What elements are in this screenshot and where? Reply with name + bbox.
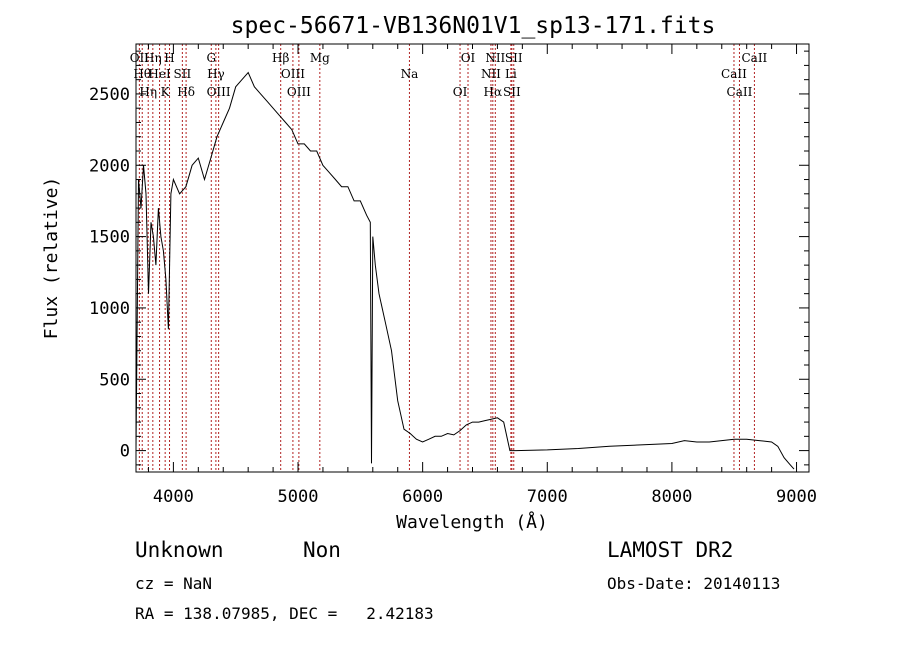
line-label: G	[206, 51, 216, 65]
line-label: HeI	[148, 67, 171, 81]
line-label: Na	[401, 67, 419, 81]
y-tick-label: 2500	[89, 85, 130, 105]
x-tick-label: 5000	[278, 487, 319, 507]
line-label: OIII	[287, 85, 311, 99]
line-label: OI	[461, 51, 476, 65]
spectrum-line	[135, 71, 795, 470]
x-tick-label: 7000	[527, 487, 568, 507]
line-label: NII	[481, 67, 501, 81]
x-tick-label: 8000	[651, 487, 692, 507]
line-label: Hη	[144, 51, 162, 65]
x-axis-label: Wavelength (Å)	[396, 511, 548, 533]
y-tick-label: 0	[120, 442, 130, 462]
y-tick-label: 1000	[89, 299, 130, 319]
line-label: SII	[503, 85, 521, 99]
line-label: SII	[505, 51, 523, 65]
object-subclass: Non	[303, 538, 341, 562]
coordinates: RA = 138.07985, DEC = 2.42183	[135, 604, 434, 623]
line-label: CaII	[727, 85, 753, 99]
emission-line-markers	[138, 44, 755, 472]
x-tick-label: 4000	[153, 487, 194, 507]
y-axis: 0 500 1000 1500 2000 2500	[89, 50, 809, 466]
plot-frame	[135, 43, 810, 473]
observation-date: Obs-Date: 20140113	[607, 574, 781, 593]
redshift-cz: cz = NaN	[135, 574, 213, 593]
line-label: Hδ	[177, 85, 195, 99]
line-label: OIII	[281, 67, 305, 81]
object-class: Unknown	[135, 538, 224, 562]
y-tick-label: 1500	[89, 228, 130, 248]
line-label: H	[164, 51, 174, 65]
line-label: NII	[485, 51, 505, 65]
x-axis: 4000 5000 6000 7000 8000 9000	[147, 44, 817, 507]
line-label: OIII	[207, 85, 231, 99]
line-label: OII	[130, 51, 150, 65]
line-label: Hη	[139, 85, 157, 99]
line-label: Hγ	[207, 67, 225, 81]
x-tick-label: 9000	[776, 487, 817, 507]
line-label: OI	[453, 85, 468, 99]
line-label: SII	[174, 67, 192, 81]
line-label: Mg	[310, 51, 330, 65]
chart-title: spec-56671-VB136N01V1_sp13-171.fits	[231, 13, 716, 39]
line-label: Hβ	[272, 51, 289, 65]
y-axis-label: Flux (relative)	[41, 177, 62, 340]
survey-name: LAMOST DR2	[607, 538, 734, 562]
line-label: CaII	[741, 51, 767, 65]
line-label: Hθ	[133, 67, 151, 81]
line-label: K	[161, 85, 171, 99]
x-tick-label: 6000	[402, 487, 443, 507]
y-tick-label: 500	[99, 370, 130, 390]
line-label: CaII	[721, 67, 747, 81]
line-label: Li	[505, 67, 517, 81]
y-tick-label: 2000	[89, 156, 130, 176]
emission-line-labels: OIIHθHηHηHeIKHSIIHδGHγOIIIHβOIIIOIIIMgNa…	[130, 51, 768, 99]
line-label: Hα	[484, 85, 503, 99]
